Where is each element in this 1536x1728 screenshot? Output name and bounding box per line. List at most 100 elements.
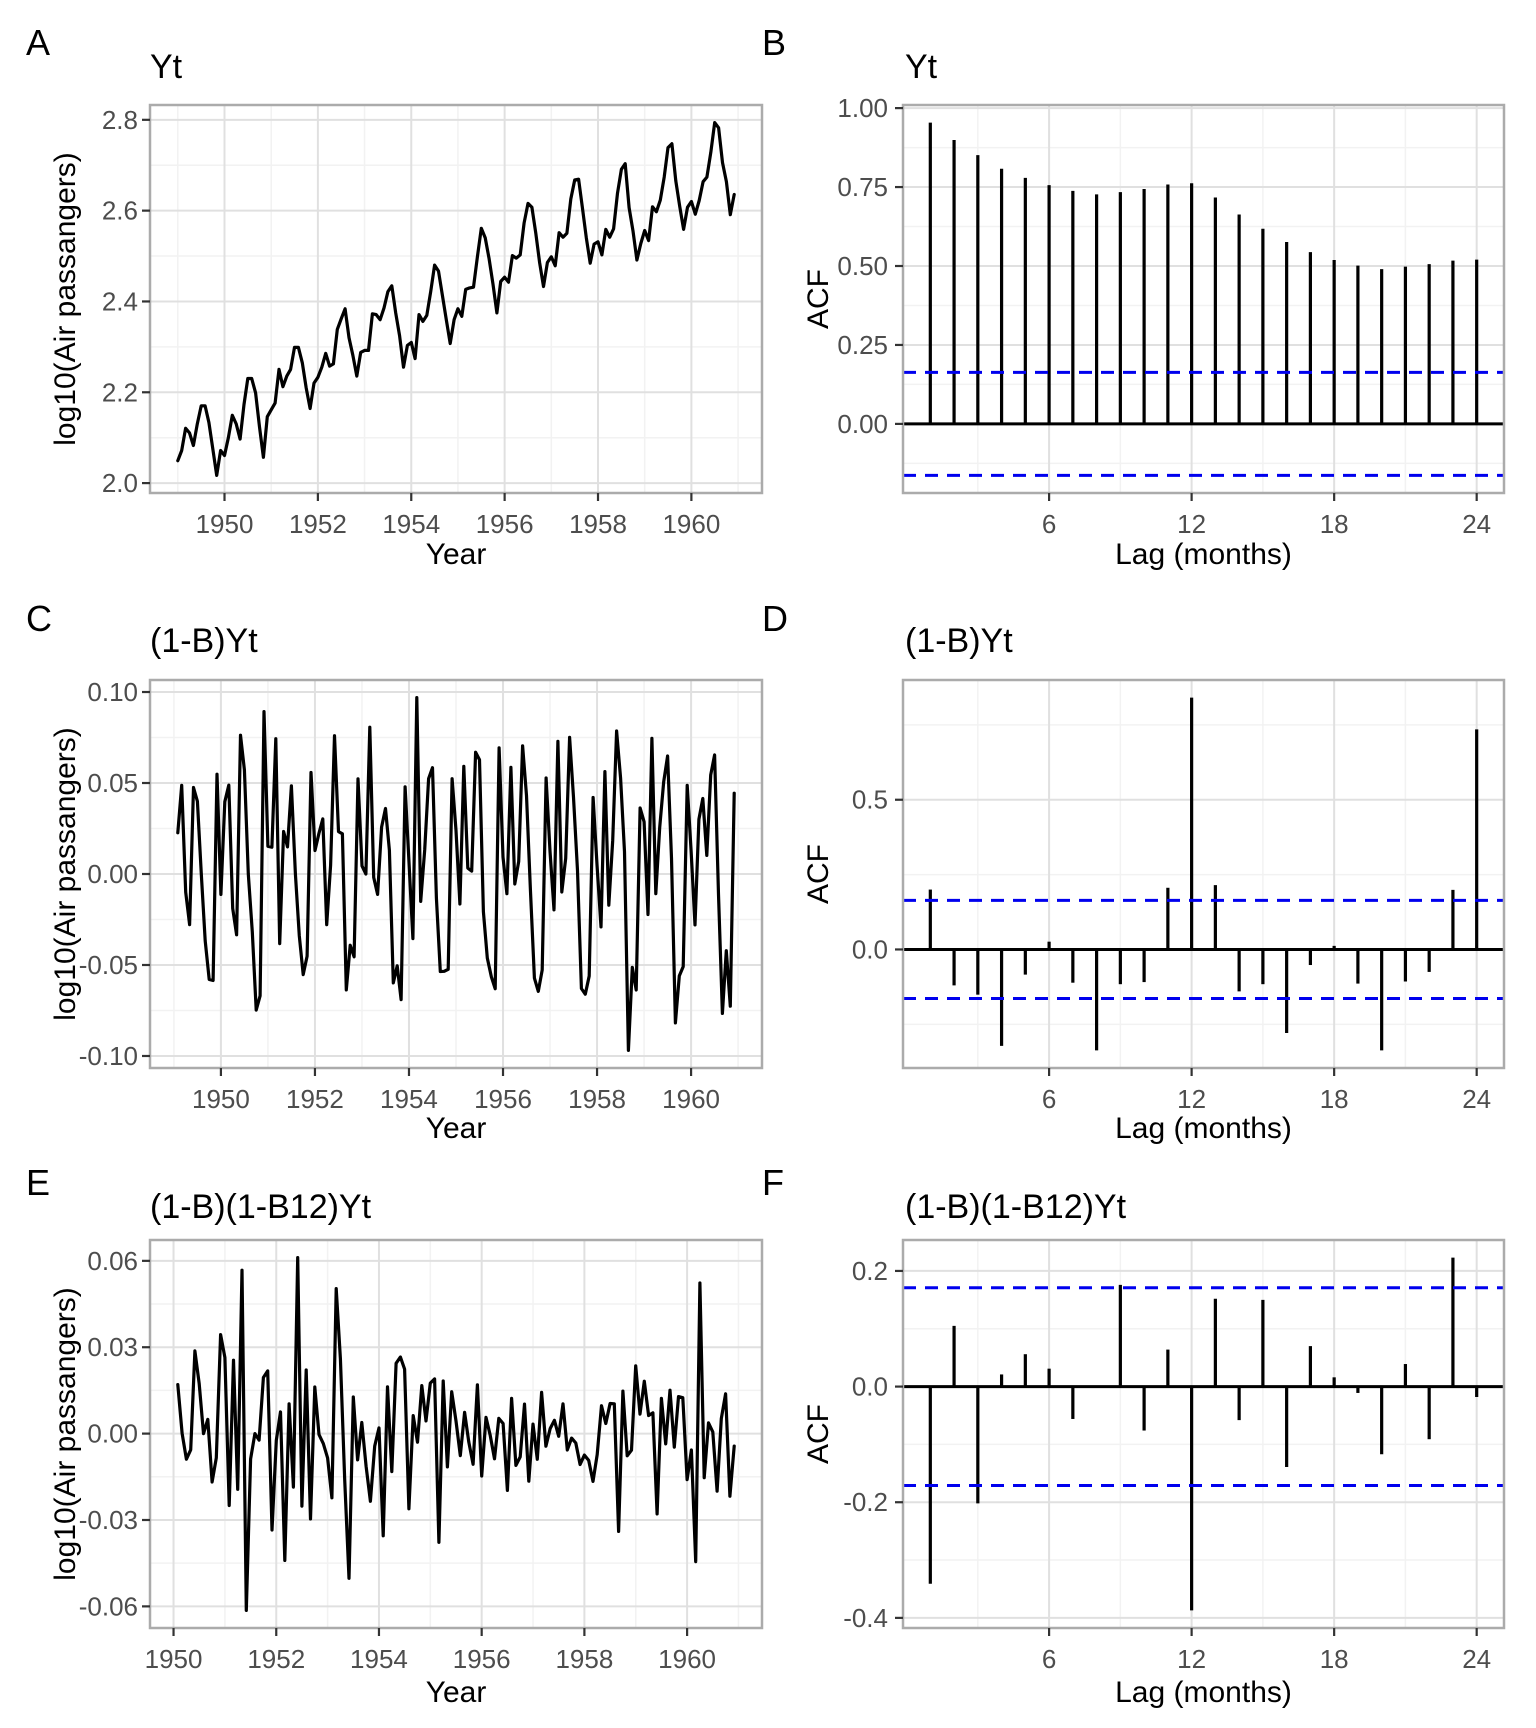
panel-F-border <box>901 1238 1506 1630</box>
panel-title-a: Yt <box>150 48 183 86</box>
y-axis-label-e: log10(Air passangers) <box>49 1287 82 1581</box>
svg-text:1950: 1950 <box>145 1644 203 1674</box>
y-axis-label-d: ACF <box>802 844 835 904</box>
panel-A-axis-ticks: 1950 1952 1954 1956 1958 1960 2.0 2.2 2.4 2.6 2.8 <box>102 105 720 539</box>
svg-text:1960: 1960 <box>662 509 720 539</box>
x-axis-label-c: Year <box>425 1112 487 1145</box>
panel-D-confidence-lines <box>903 898 1504 1001</box>
panel-F-confidence-lines <box>903 1286 1504 1487</box>
svg-text:0.75: 0.75 <box>837 172 888 202</box>
panel-A-grid-major <box>150 105 762 493</box>
svg-text:24: 24 <box>1462 509 1491 539</box>
panel-B-border <box>901 103 1506 495</box>
svg-text:0.50: 0.50 <box>837 251 888 281</box>
x-axis-label-d: Lag (months) <box>1115 1112 1292 1145</box>
svg-text:6: 6 <box>1042 1084 1056 1114</box>
panel-title-f: (1-B)(1-B12)Yt <box>905 1188 1127 1226</box>
panel-title-b: Yt <box>905 48 938 86</box>
svg-text:1956: 1956 <box>453 1644 511 1674</box>
y-axis-label-f: ACF <box>802 1404 835 1464</box>
x-axis-label-e: Year <box>425 1676 487 1709</box>
y-axis-label-c: log10(Air passangers) <box>49 727 82 1021</box>
panel-C-axis-ticks: 1950 1952 1954 1956 1958 1960 -0.10 -0.05 0.00 0.… <box>79 677 720 1114</box>
svg-text:0.00: 0.00 <box>837 409 888 439</box>
svg-text:2.8: 2.8 <box>102 105 138 135</box>
svg-text:0.2: 0.2 <box>852 1256 888 1286</box>
svg-text:1954: 1954 <box>382 509 440 539</box>
panel-title-d: (1-B)Yt <box>905 622 1013 660</box>
svg-text:0.10: 0.10 <box>87 677 138 707</box>
panel-letter-c: C <box>26 598 52 639</box>
panel-F-acf-bars <box>928 1257 1479 1611</box>
svg-text:1958: 1958 <box>568 1084 626 1114</box>
panel-title-e: (1-B)(1-B12)Yt <box>150 1188 372 1226</box>
panel-A-series-line <box>176 121 736 477</box>
svg-text:0.00: 0.00 <box>87 859 138 889</box>
x-axis-label-a: Year <box>425 538 487 571</box>
svg-text:12: 12 <box>1177 1084 1206 1114</box>
panel-letter-b: B <box>762 22 787 63</box>
svg-text:0.03: 0.03 <box>87 1332 138 1362</box>
svg-text:24: 24 <box>1462 1084 1491 1114</box>
svg-text:-0.06: -0.06 <box>79 1591 138 1621</box>
svg-text:2.6: 2.6 <box>102 196 138 226</box>
svg-text:0.25: 0.25 <box>837 330 888 360</box>
svg-text:1.00: 1.00 <box>837 93 888 123</box>
svg-text:1954: 1954 <box>380 1084 438 1114</box>
svg-text:1952: 1952 <box>247 1644 305 1674</box>
svg-text:-0.2: -0.2 <box>843 1487 888 1517</box>
svg-text:-0.05: -0.05 <box>79 950 138 980</box>
panel-title-c: (1-B)Yt <box>150 622 258 660</box>
svg-text:-0.03: -0.03 <box>79 1505 138 1535</box>
x-axis-label-f: Lag (months) <box>1115 1676 1292 1709</box>
panel-F-axis-ticks: 6 12 18 24 -0.4 -0.2 0.0 0.2 <box>843 1256 1491 1674</box>
svg-text:2.0: 2.0 <box>102 468 138 498</box>
svg-text:12: 12 <box>1177 509 1206 539</box>
panel-D-acf-bars <box>928 697 1479 1051</box>
panel-A-grid-minor <box>150 105 762 493</box>
svg-text:-0.10: -0.10 <box>79 1041 138 1071</box>
panel-letter-e: E <box>26 1162 51 1203</box>
svg-text:2.2: 2.2 <box>102 377 138 407</box>
panel-C-series-line <box>176 696 736 1052</box>
panel-B-acf-bars <box>928 122 1479 424</box>
svg-text:0.05: 0.05 <box>87 768 138 798</box>
svg-text:2.4: 2.4 <box>102 286 138 316</box>
svg-text:0.5: 0.5 <box>852 785 888 815</box>
panel-B-confidence-lines <box>903 370 1504 477</box>
panel-B-grid-major <box>903 105 1504 493</box>
svg-text:1950: 1950 <box>192 1084 250 1114</box>
svg-text:1952: 1952 <box>289 509 347 539</box>
panel-B-axis-ticks: 6 12 18 24 0.00 0.25 0.50 0.75 1.00 <box>837 93 1491 539</box>
panel-F-grid-minor <box>903 1240 1504 1628</box>
panel-F-grid-major <box>903 1240 1504 1628</box>
svg-text:1960: 1960 <box>662 1084 720 1114</box>
svg-text:1950: 1950 <box>196 509 254 539</box>
panel-letter-f: F <box>762 1162 784 1203</box>
svg-text:0.00: 0.00 <box>87 1419 138 1449</box>
svg-text:1954: 1954 <box>350 1644 408 1674</box>
svg-text:1958: 1958 <box>555 1644 613 1674</box>
svg-text:1952: 1952 <box>286 1084 344 1114</box>
svg-text:1960: 1960 <box>658 1644 716 1674</box>
svg-text:-0.4: -0.4 <box>843 1603 888 1633</box>
svg-text:0.06: 0.06 <box>87 1246 138 1276</box>
y-axis-label-a: log10(Air passangers) <box>49 152 82 446</box>
panel-letter-a: A <box>26 22 51 63</box>
svg-text:24: 24 <box>1462 1644 1491 1674</box>
panel-D-axis-ticks: 6 12 18 24 0.0 0.5 <box>852 785 1491 1114</box>
svg-text:0.0: 0.0 <box>852 934 888 964</box>
panel-letter-d: D <box>762 598 788 639</box>
x-axis-label-b: Lag (months) <box>1115 538 1292 571</box>
svg-text:12: 12 <box>1177 1644 1206 1674</box>
panel-E-grid-minor <box>150 1240 762 1628</box>
panel-D-border <box>901 678 1506 1070</box>
y-axis-label-b: ACF <box>802 269 835 329</box>
svg-text:1958: 1958 <box>569 509 627 539</box>
panel-E-axis-ticks: 1950 1952 1954 1956 1958 1960 -0.06 -0.03 0.00 0.… <box>79 1246 716 1674</box>
svg-text:18: 18 <box>1320 1084 1349 1114</box>
panel-D-grid-minor <box>903 680 1504 1068</box>
svg-text:6: 6 <box>1042 509 1056 539</box>
